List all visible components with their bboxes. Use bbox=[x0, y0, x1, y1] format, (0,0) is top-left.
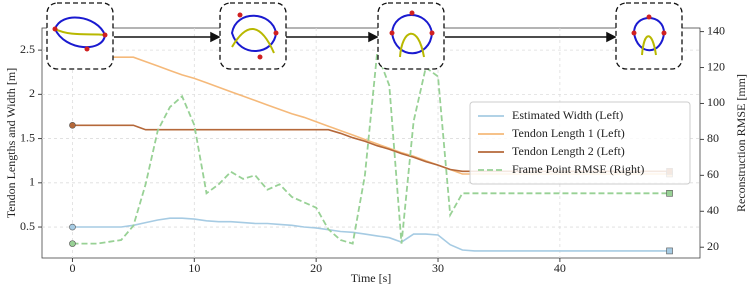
legend-box bbox=[469, 101, 691, 185]
start-marker bbox=[69, 122, 76, 129]
thumbnail bbox=[377, 2, 445, 70]
legend-label: Tendon Length 1 (Left) bbox=[512, 126, 625, 140]
y2-tick-label: 100 bbox=[707, 95, 725, 109]
start-marker bbox=[69, 240, 76, 247]
legend: Estimated Width (Left) Tendon Length 1 (L… bbox=[469, 101, 691, 185]
y-tick-label: 2.5 bbox=[20, 42, 35, 56]
x-tick-label: 0 bbox=[69, 261, 75, 275]
legend-label: Estimated Width (Left) bbox=[512, 108, 623, 122]
y2-tick-label: 120 bbox=[707, 59, 725, 73]
start-marker bbox=[69, 223, 76, 231]
y2-tick-label: 80 bbox=[707, 131, 719, 145]
thumbnail bbox=[615, 2, 683, 70]
thumbnail bbox=[46, 2, 114, 70]
x-tick-label: 10 bbox=[188, 261, 200, 275]
y2-tick-label: 40 bbox=[707, 203, 719, 217]
thumbnails bbox=[46, 2, 683, 70]
y-tick-label: 0.5 bbox=[20, 219, 35, 233]
x-axis-label: Time [s] bbox=[351, 271, 392, 285]
y2-tick-label: 20 bbox=[707, 239, 719, 253]
plot-area: 0 10 20 30 40 0.5 1 1.5 2 2.5 20 40 60 80 100 120 140 Est… bbox=[20, 23, 725, 274]
end-marker bbox=[666, 247, 673, 255]
thumbnail bbox=[219, 2, 287, 70]
x-tick-label: 40 bbox=[554, 261, 566, 275]
legend-label: Tendon Length 2 (Left) bbox=[512, 144, 625, 158]
y2-axis-label: Reconstruction RMSE [mm] bbox=[734, 74, 748, 212]
legend-label: Frame Point RMSE (Right) bbox=[512, 162, 644, 176]
series-line bbox=[72, 217, 670, 252]
y-tick-label: 2 bbox=[29, 86, 35, 100]
plot-frame bbox=[41, 27, 701, 259]
arrows bbox=[114, 31, 617, 43]
end-marker bbox=[666, 190, 673, 197]
y-axis-label: Tendon Lengths and Width [m] bbox=[4, 68, 18, 218]
y-tick-label: 1.5 bbox=[20, 130, 35, 144]
x-tick-label: 30 bbox=[432, 261, 444, 275]
y2-tick-label: 140 bbox=[707, 23, 725, 37]
y2-tick-label: 60 bbox=[707, 167, 719, 181]
y-tick-label: 1 bbox=[29, 175, 35, 189]
x-tick-label: 20 bbox=[310, 261, 322, 275]
